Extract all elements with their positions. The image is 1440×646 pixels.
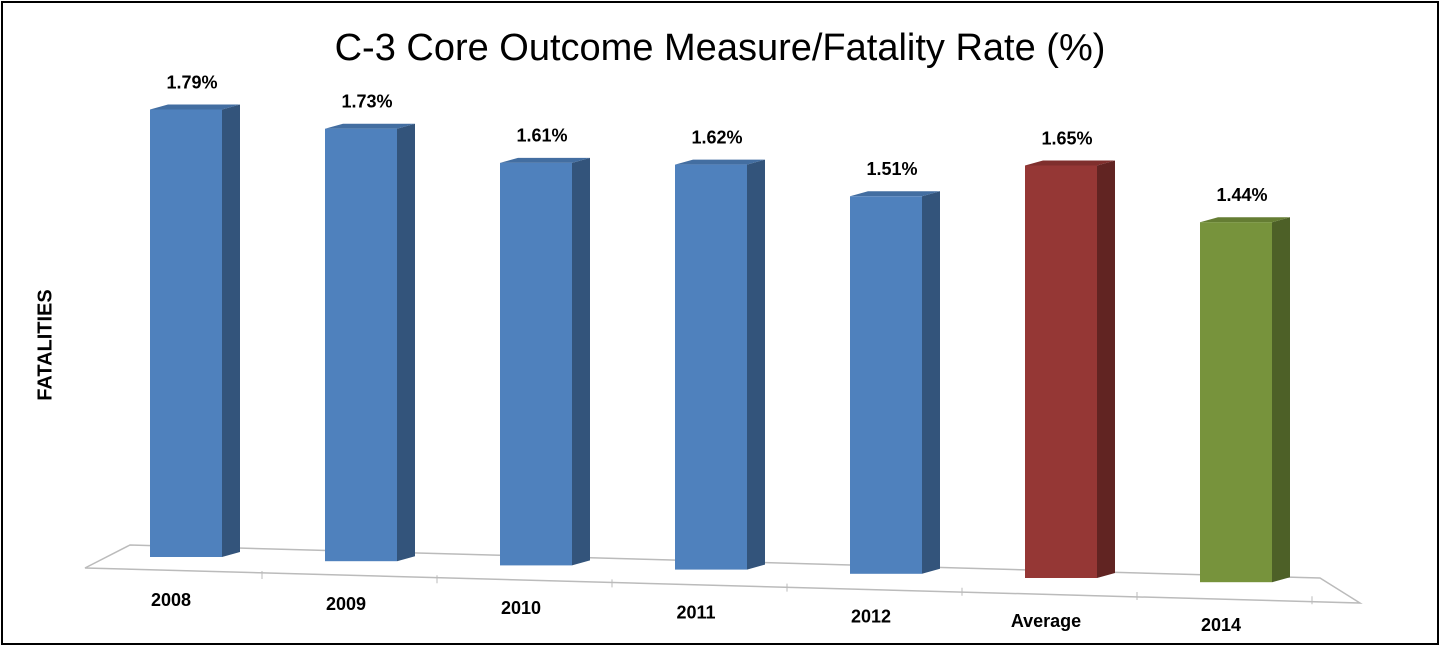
chart-title: C-3 Core Outcome Measure/Fatality Rate (… — [335, 27, 1106, 69]
x-tick-label: 2010 — [501, 598, 541, 618]
bar-side — [397, 123, 415, 562]
value-label: 1.62% — [691, 127, 742, 147]
value-label: 1.73% — [341, 91, 392, 111]
bar — [325, 128, 397, 562]
x-tick-label: 2014 — [1201, 615, 1241, 635]
bar — [1025, 165, 1097, 578]
bar-side — [572, 157, 590, 566]
value-label: 1.44% — [1216, 185, 1267, 205]
bar-top — [1200, 217, 1290, 223]
x-tick-label: 2012 — [851, 607, 891, 627]
value-label: 1.51% — [866, 159, 917, 179]
bar-side — [922, 191, 940, 574]
value-label: 1.65% — [1041, 128, 1092, 148]
bar — [150, 109, 222, 557]
bar-side — [222, 104, 240, 557]
bar — [675, 164, 747, 570]
bar-top — [1025, 160, 1115, 166]
bar-top — [150, 104, 240, 110]
bar-side — [1097, 160, 1115, 578]
bar — [1200, 222, 1272, 583]
x-tick-label: 2011 — [676, 602, 715, 622]
bar — [850, 196, 922, 574]
x-tick-label: Average — [1011, 611, 1081, 631]
bar-top — [325, 123, 415, 129]
bar-side — [1272, 217, 1290, 583]
x-tick-label: 2009 — [326, 594, 366, 614]
floor — [84, 544, 1363, 604]
bar-top — [500, 157, 590, 163]
bar-top — [675, 159, 765, 165]
value-label: 1.79% — [166, 72, 217, 92]
bar-top — [850, 191, 940, 197]
y-axis-label: FATALITIES — [34, 289, 56, 400]
value-label: 1.61% — [516, 126, 567, 146]
bar — [500, 162, 572, 566]
x-tick-label: 2008 — [151, 590, 191, 610]
bar-side — [747, 159, 765, 570]
